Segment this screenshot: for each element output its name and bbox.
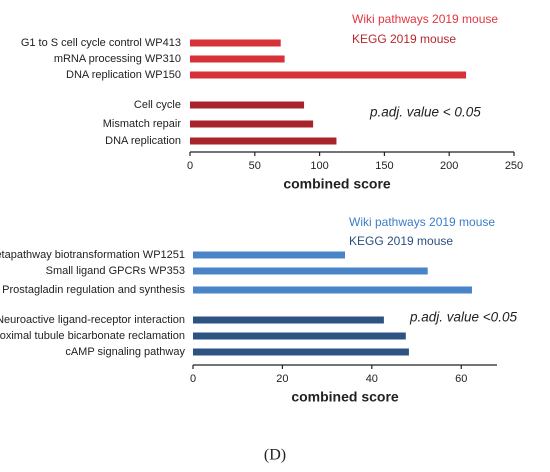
x-tick-label: 50 xyxy=(249,160,261,172)
x-tick-label: 150 xyxy=(375,160,393,172)
category-label: Metapathway biotransformation WP1251 xyxy=(0,249,185,261)
category-label: cAMP signaling pathway xyxy=(65,346,185,358)
category-label: Prostagladin regulation and synthesis xyxy=(2,284,185,296)
category-label: DNA replication WP150 xyxy=(66,69,181,81)
x-tick-label: 200 xyxy=(440,160,458,172)
bar xyxy=(190,137,337,145)
x-tick-label: 20 xyxy=(276,373,288,385)
legend-entry: Wiki pathways 2019 mouse xyxy=(352,12,498,26)
annotation: p.adj. value < 0.05 xyxy=(369,105,481,120)
x-tick-label: 0 xyxy=(187,160,193,172)
category-label: Cell cycle xyxy=(134,99,181,111)
category-label: mRNA processing WP310 xyxy=(54,53,181,65)
bar xyxy=(190,120,314,128)
x-axis-title: combined score xyxy=(283,176,391,192)
bar xyxy=(193,332,406,340)
category-label: DNA replication xyxy=(105,135,181,147)
category-label: Mismatch repair xyxy=(103,118,182,130)
bar xyxy=(190,39,281,47)
x-tick-label: 40 xyxy=(366,373,378,385)
bar xyxy=(190,55,285,63)
bar xyxy=(193,267,428,275)
legend-entry: Wiki pathways 2019 mouse xyxy=(349,215,495,229)
x-tick-label: 0 xyxy=(190,373,196,385)
category-label: G1 to S cell cycle control WP413 xyxy=(21,37,181,49)
x-tick-label: 60 xyxy=(455,373,467,385)
bar xyxy=(193,286,472,294)
category-label: Small ligand GPCRs WP353 xyxy=(46,265,185,277)
bar xyxy=(190,71,467,79)
bar xyxy=(193,348,409,356)
x-tick-label: 250 xyxy=(505,160,523,172)
annotation: p.adj. value <0.05 xyxy=(409,310,517,325)
category-label: Proximal tubule bicarbonate reclamation xyxy=(0,330,185,342)
legend-entry: KEGG 2019 mouse xyxy=(349,234,453,248)
bar xyxy=(193,316,384,324)
x-axis-title: combined score xyxy=(291,389,399,405)
bar xyxy=(193,251,345,259)
bar xyxy=(190,101,305,109)
legend-entry: KEGG 2019 mouse xyxy=(352,32,456,46)
category-label: Neuroactive ligand-receptor interaction xyxy=(0,314,185,326)
x-tick-label: 100 xyxy=(310,160,328,172)
caption: (D) xyxy=(264,447,286,464)
